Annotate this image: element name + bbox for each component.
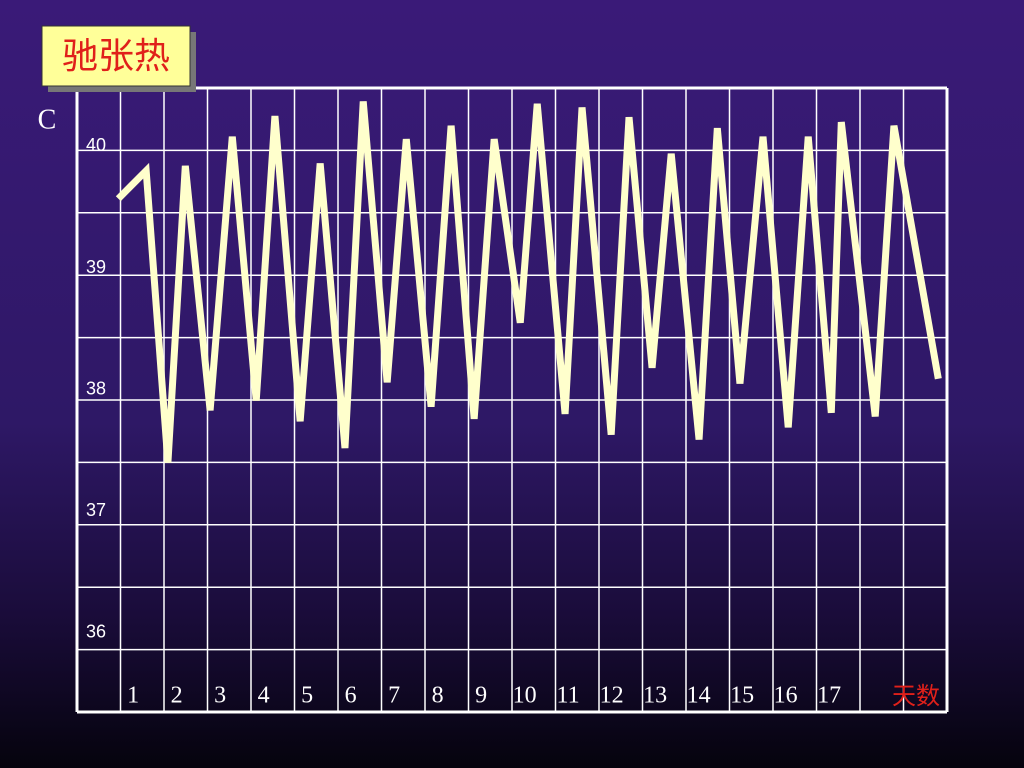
y-tick-label: 39 — [86, 257, 106, 277]
x-axis-label: 天数 — [892, 682, 940, 710]
x-tick-label: 4 — [258, 683, 270, 709]
x-tick-label: 6 — [345, 683, 357, 709]
x-tick-label: 10 — [513, 683, 537, 709]
x-tick-label: 16 — [774, 683, 798, 709]
x-tick-label: 11 — [557, 683, 580, 709]
title-box — [41, 25, 191, 87]
x-tick-label: 17 — [817, 683, 841, 709]
x-tick-label: 7 — [388, 683, 400, 709]
x-tick-label: 2 — [171, 683, 183, 709]
x-tick-label: 9 — [475, 683, 487, 709]
y-tick-label: 37 — [86, 500, 106, 520]
x-tick-label: 1 — [127, 683, 139, 709]
x-tick-label: 15 — [730, 683, 754, 709]
x-tick-label: 8 — [432, 683, 444, 709]
x-tick-label: 3 — [214, 683, 226, 709]
y-tick-label: 40 — [86, 135, 106, 155]
x-tick-label: 14 — [687, 683, 711, 709]
y-tick-label: 38 — [86, 378, 106, 398]
x-tick-label: 5 — [301, 683, 313, 709]
x-tick-label: 12 — [600, 683, 624, 709]
y-axis-label: C — [38, 104, 57, 135]
x-tick-label: 13 — [643, 683, 667, 709]
y-tick-label: 36 — [86, 622, 106, 642]
temperature-line — [115, 101, 942, 463]
chart-title: 驰张热 — [62, 36, 170, 77]
